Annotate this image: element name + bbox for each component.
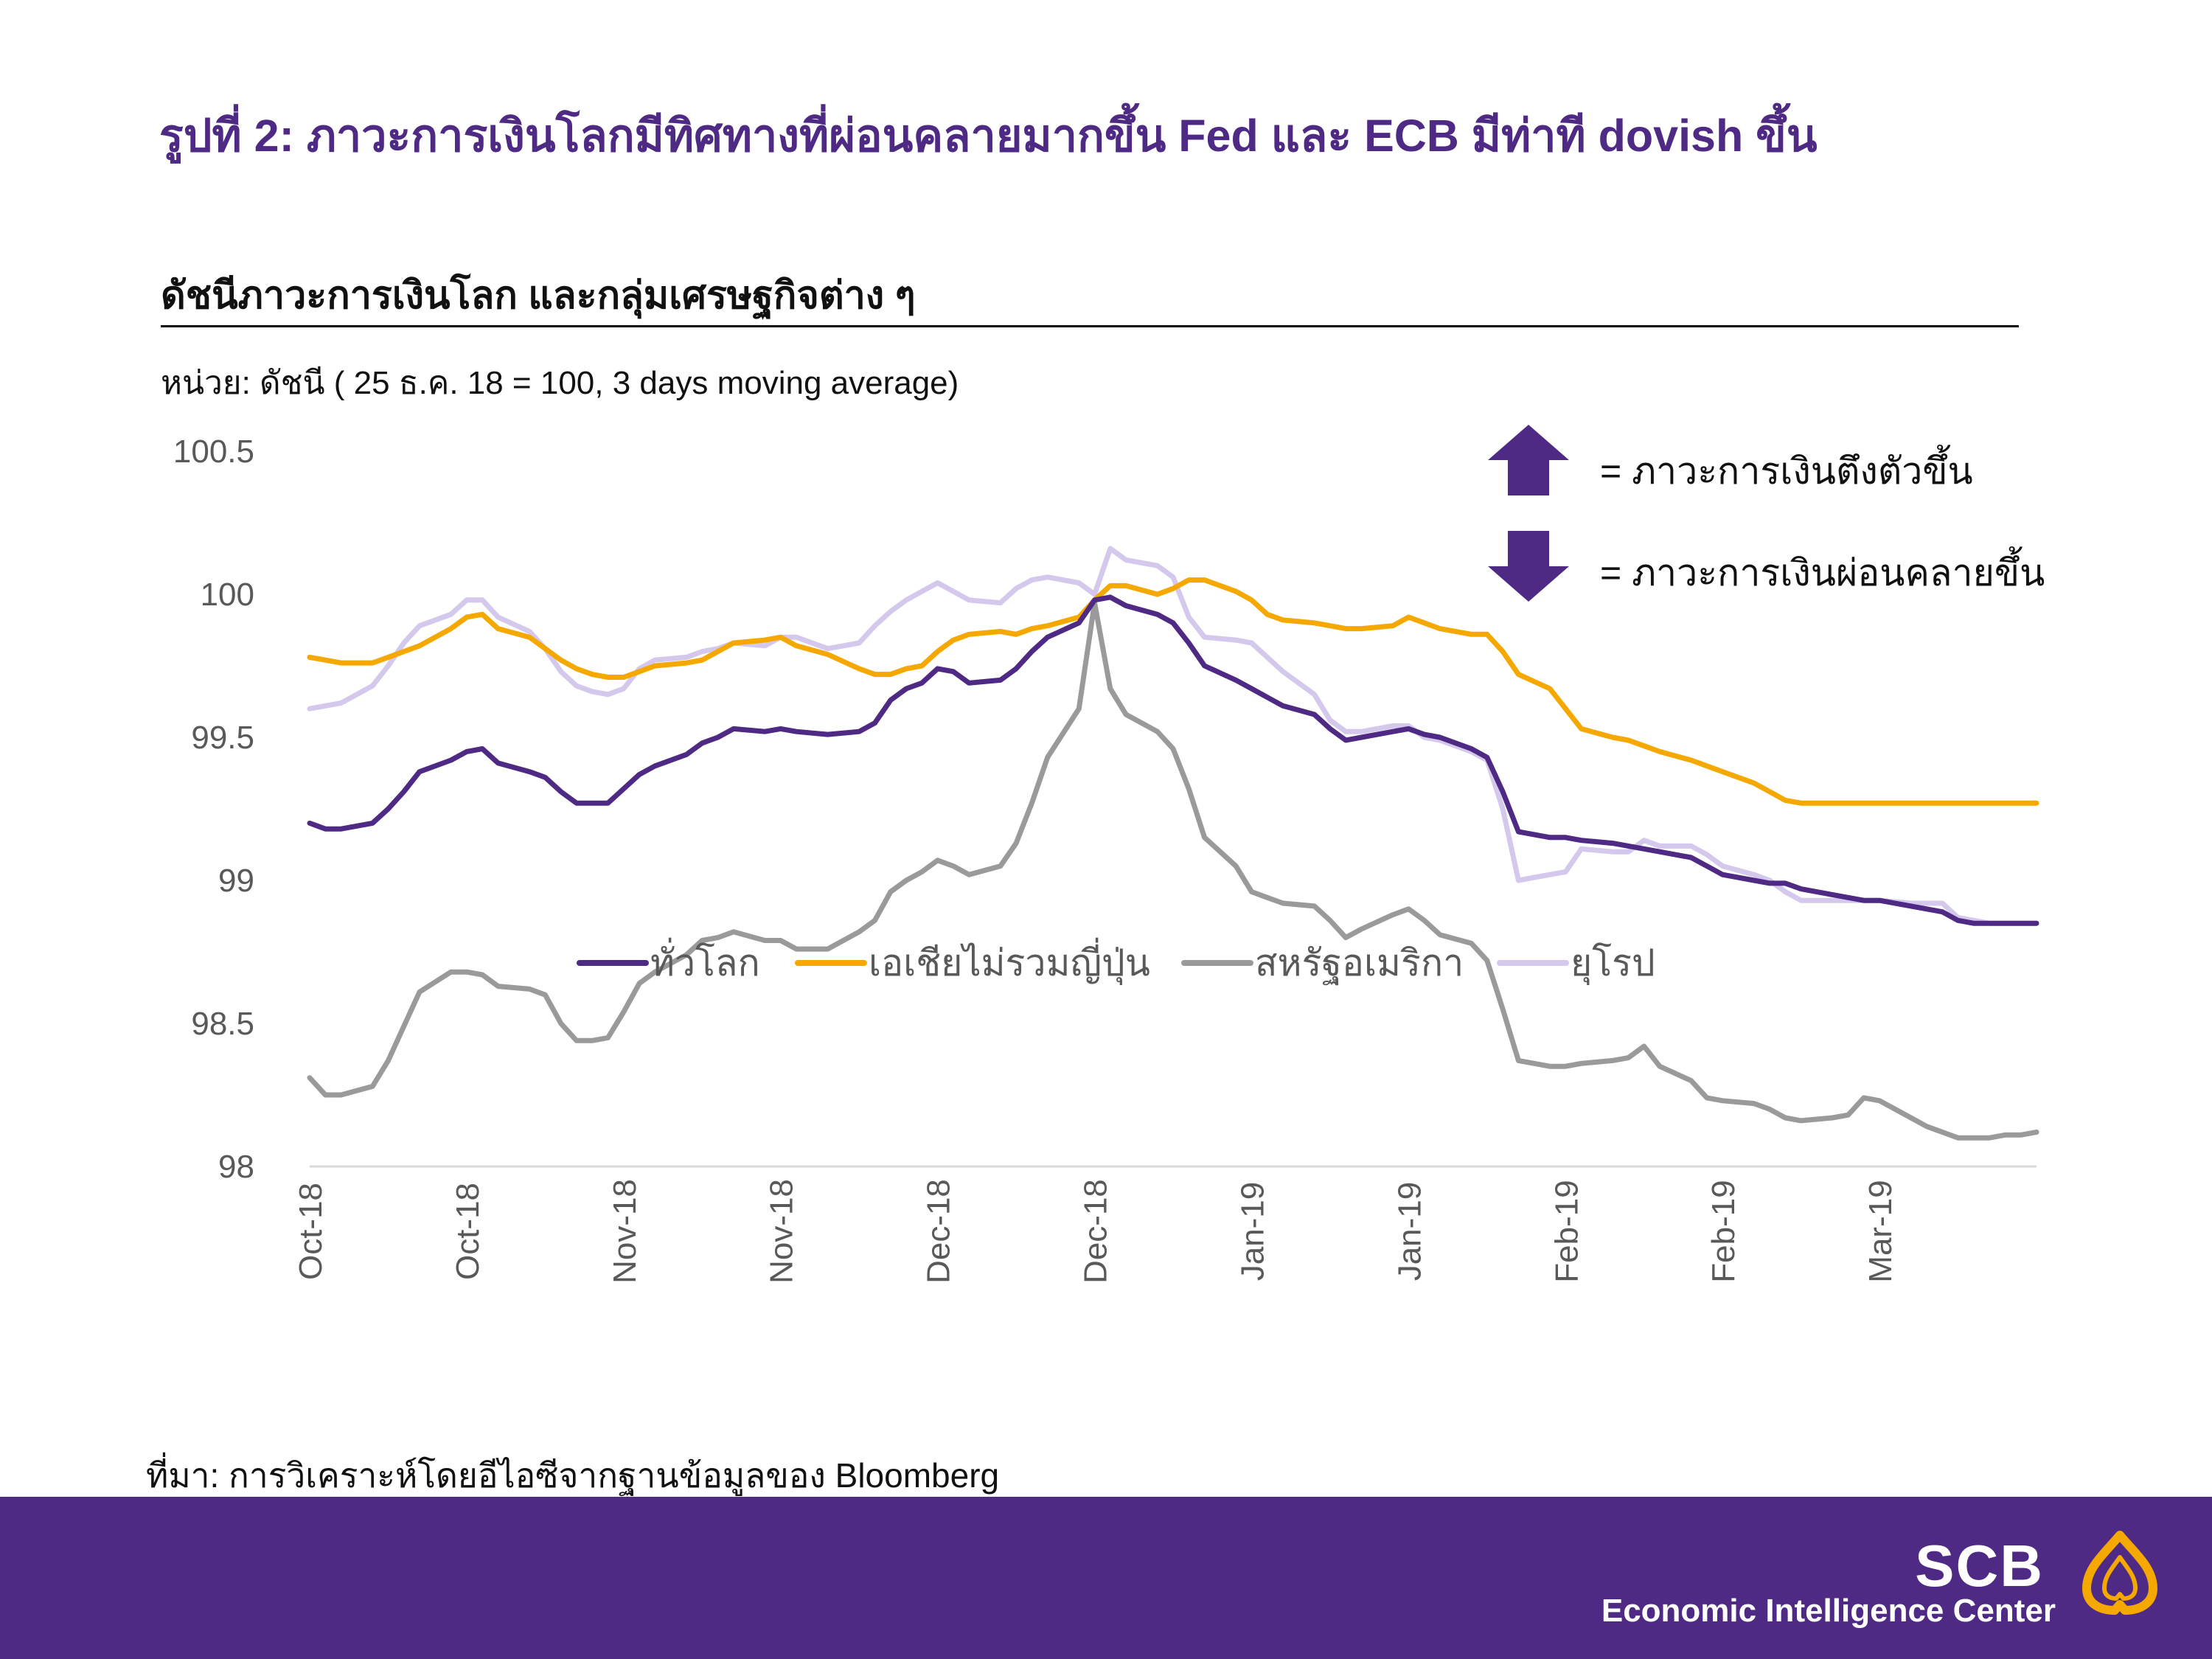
financial-conditions-chart: 98 98.5 99 99.5 100 100.5 Oct-18 Oct-18 Nov-18 No… xyxy=(173,434,2039,1284)
tightening-label: = ภาวะการเงินตึงตัวขึ้น xyxy=(1600,451,1973,492)
legend-label: ยุโรป xyxy=(1571,942,1655,985)
x-tick-label: Dec-18 xyxy=(1078,1179,1114,1284)
x-tick-label: Nov-18 xyxy=(607,1179,643,1284)
title-divider xyxy=(161,325,2019,327)
chart-ticks: 98 98.5 99 99.5 100 100.5 Oct-18 Oct-18 Nov-18 No… xyxy=(173,434,1899,1284)
x-tick-label: Oct-18 xyxy=(293,1183,329,1280)
legend-label: สหรัฐอเมริกา xyxy=(1255,942,1464,985)
x-tick-label: Feb-19 xyxy=(1705,1180,1742,1282)
easing-label: = ภาวะการเงินผ่อนคลายขึ้น xyxy=(1600,552,2045,594)
y-tick-label: 100.5 xyxy=(173,434,254,470)
series-line-1 xyxy=(307,577,2039,806)
unit-note: หน่วย: ดัชนี ( 25 ธ.ค. 18 = 100, 3 days … xyxy=(161,365,959,401)
source-note: ที่มา: การวิเคราะห์โดยอีไอซีจากฐานข้อมูล… xyxy=(146,1456,1000,1495)
chart-legend: ทั่วโลก เอเชียไม่รวมญี่ปุ่น สหรัฐอเมริกา ยุ… xyxy=(577,938,1655,985)
easing-arrow-icon xyxy=(1488,531,1569,602)
figure-title: รูปที่ 2: ภาวะการเงินโลกมีทิศทางที่ผ่อนค… xyxy=(159,111,1818,161)
scb-logo-icon xyxy=(2082,1531,2157,1615)
y-tick-label: 100 xyxy=(201,577,254,613)
legend-label: ทั่วโลก xyxy=(650,938,760,984)
x-tick-label: Dec-18 xyxy=(921,1179,957,1284)
x-tick-label: Mar-19 xyxy=(1863,1180,1899,1282)
y-tick-label: 99 xyxy=(218,863,254,899)
x-tick-label: Jan-19 xyxy=(1391,1182,1427,1281)
chart-lines xyxy=(307,546,2039,1141)
legend-label: เอเชียไม่รวมญี่ปุ่น xyxy=(869,938,1150,985)
y-tick-label: 98 xyxy=(218,1149,254,1185)
series-line-3 xyxy=(307,546,2039,926)
footer-bar xyxy=(0,1497,2212,1659)
brand-name: SCB xyxy=(1915,1533,2044,1599)
series-line-0 xyxy=(307,594,2039,926)
x-tick-label: Feb-19 xyxy=(1548,1180,1585,1282)
tightening-arrow-icon xyxy=(1488,425,1569,495)
y-tick-label: 99.5 xyxy=(191,720,254,756)
y-tick-label: 98.5 xyxy=(191,1006,254,1042)
chart-subtitle: ดัชนีภาวะการเงินโลก และกลุ่มเศรษฐกิจต่าง… xyxy=(161,274,916,317)
x-tick-label: Oct-18 xyxy=(450,1183,486,1280)
series-line-2 xyxy=(307,600,2039,1141)
x-tick-label: Nov-18 xyxy=(764,1179,800,1284)
brand-subtitle: Economic Intelligence Center xyxy=(1601,1593,2056,1629)
x-tick-label: Jan-19 xyxy=(1234,1182,1270,1281)
